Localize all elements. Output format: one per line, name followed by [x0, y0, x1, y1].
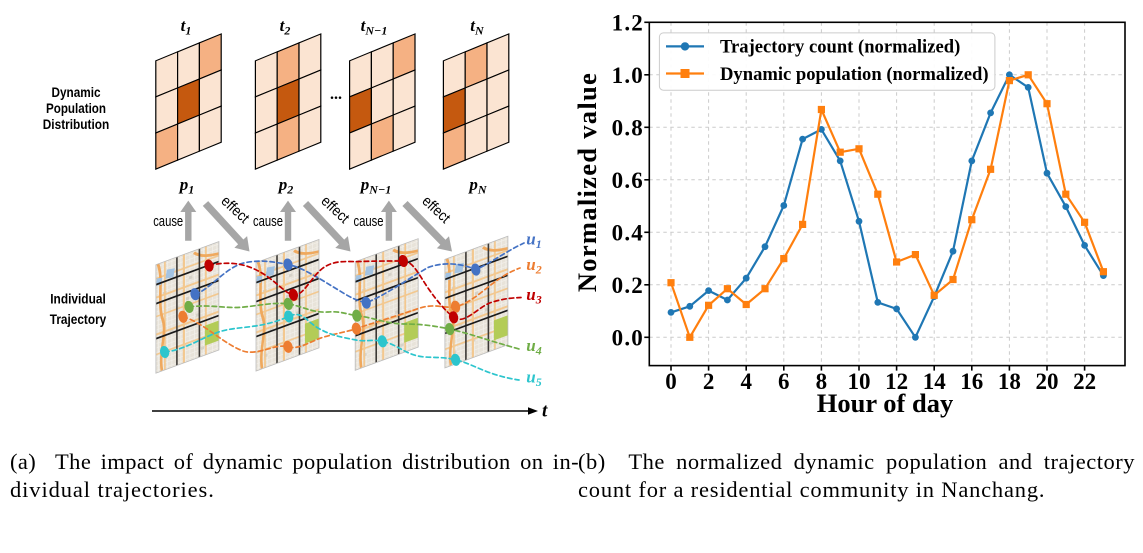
svg-text:1.2: 1.2: [612, 10, 644, 35]
svg-text:0.2: 0.2: [612, 273, 644, 298]
svg-text:10: 10: [848, 369, 871, 394]
svg-text:Distribution: Distribution: [43, 116, 110, 132]
svg-text:0.8: 0.8: [612, 115, 644, 140]
svg-text:Dynamic population (normalized: Dynamic population (normalized): [720, 64, 989, 85]
svg-text:cause: cause: [253, 213, 283, 230]
svg-text:4: 4: [740, 369, 752, 394]
svg-text:Dynamic: Dynamic: [52, 84, 101, 100]
svg-text:Normalized value: Normalized value: [572, 72, 602, 292]
svg-text:t: t: [542, 401, 548, 422]
svg-text:12: 12: [885, 369, 908, 394]
svg-text:t2: t2: [280, 16, 291, 38]
svg-text:Hour of day: Hour of day: [817, 388, 953, 418]
svg-text:t1: t1: [181, 16, 192, 38]
svg-text:...: ...: [330, 86, 342, 103]
svg-text:Trajectory count (normalized): Trajectory count (normalized): [720, 37, 960, 58]
svg-text:16: 16: [960, 369, 983, 394]
svg-text:22: 22: [1073, 369, 1096, 394]
svg-text:14: 14: [923, 369, 947, 394]
svg-text:0.0: 0.0: [612, 325, 644, 350]
svg-text:cause: cause: [153, 213, 183, 230]
svg-text:2: 2: [703, 369, 715, 394]
svg-text:cause: cause: [354, 213, 384, 230]
svg-text:18: 18: [998, 369, 1021, 394]
svg-text:Population: Population: [46, 100, 106, 116]
svg-text:1.0: 1.0: [612, 63, 644, 88]
svg-text:0.6: 0.6: [612, 168, 644, 193]
svg-text:0.4: 0.4: [612, 220, 644, 245]
svg-text:8: 8: [816, 369, 828, 394]
svg-text:0: 0: [665, 369, 677, 394]
svg-text:20: 20: [1036, 369, 1059, 394]
svg-text:6: 6: [778, 369, 790, 394]
svg-text:Individual: Individual: [50, 291, 106, 307]
svg-text:Trajectory: Trajectory: [50, 311, 107, 327]
